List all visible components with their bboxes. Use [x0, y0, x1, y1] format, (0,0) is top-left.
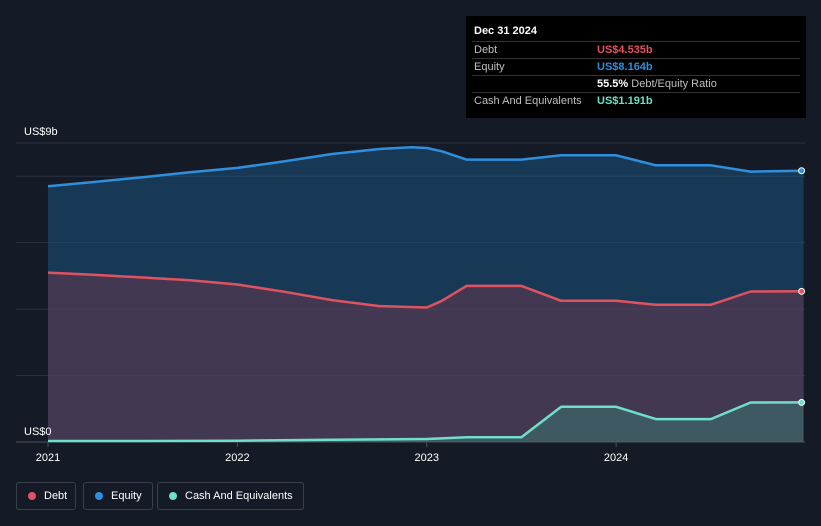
debt-area — [48, 272, 804, 442]
legend-item-equity[interactable]: Equity — [83, 482, 153, 510]
tooltip-cash-value: US$1.191b — [597, 95, 653, 107]
legend-equity-swatch — [95, 492, 103, 500]
tooltip-ratio-value: 55.5% — [597, 78, 629, 90]
series-areas — [48, 147, 804, 443]
debt-line — [47, 271, 804, 309]
cash-and-equivalents-area — [48, 402, 804, 442]
equity-line — [47, 146, 804, 188]
legend-cash-label: Cash And Equivalents — [185, 490, 293, 502]
tooltip-row-debt: Debt US$4.535b — [466, 41, 806, 58]
hover-tooltip: Dec 31 2024 Debt US$4.535b Equity US$8.1… — [466, 16, 806, 118]
legend-debt-label: Debt — [44, 490, 68, 502]
x-tick-label: 2023 — [415, 452, 439, 464]
x-tick-label: 2024 — [604, 452, 628, 464]
tooltip-row-cash: Cash And Equivalents US$1.191b — [466, 92, 806, 109]
equity-area — [48, 147, 804, 443]
tooltip-equity-value: US$8.164b — [597, 61, 653, 73]
cash-and-equivalents-line — [48, 401, 804, 443]
tooltip-row-equity: Equity US$8.164b — [466, 58, 806, 75]
debt-end-point — [798, 287, 806, 295]
y-axis-top-label: US$9b — [24, 126, 58, 138]
cash-and-equivalents-end-point — [798, 398, 806, 406]
x-axis-ticks: 2021 2022 2023 2024 — [36, 442, 628, 464]
tooltip-debt-value: US$4.535b — [597, 44, 653, 56]
legend-cash-swatch — [169, 492, 177, 500]
tooltip-ratio-label: Debt/Equity Ratio — [631, 78, 717, 90]
tooltip-equity-label: Equity — [474, 61, 505, 73]
equity-end-point — [798, 167, 806, 175]
tooltip-ratio: 55.5% Debt/Equity Ratio — [597, 78, 717, 90]
tooltip-date: Dec 31 2024 — [474, 25, 537, 37]
tooltip-row-ratio: 55.5% Debt/Equity Ratio — [466, 75, 806, 92]
legend-equity-label: Equity — [111, 490, 142, 502]
legend-debt-swatch — [28, 492, 36, 500]
series-lines — [47, 146, 806, 443]
tooltip-debt-label: Debt — [474, 44, 498, 56]
tooltip-cash-label: Cash And Equivalents — [474, 95, 582, 107]
legend-item-cash[interactable]: Cash And Equivalents — [157, 482, 304, 510]
legend-item-debt[interactable]: Debt — [16, 482, 76, 510]
y-axis-bottom-label: US$0 — [24, 426, 52, 438]
x-tick-label: 2022 — [225, 452, 249, 464]
x-tick-label: 2021 — [36, 452, 60, 464]
